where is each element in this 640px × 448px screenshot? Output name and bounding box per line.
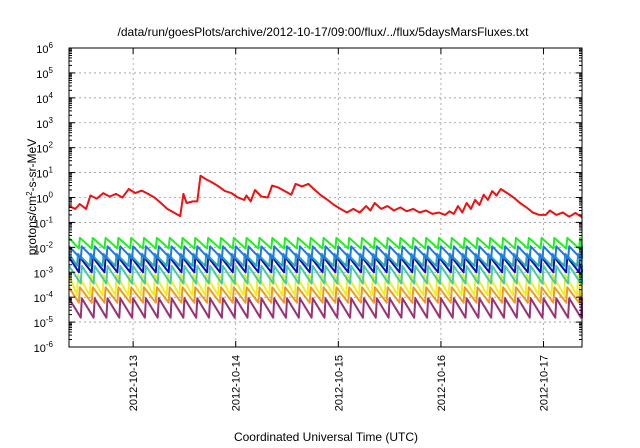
x-tick-label: 2012-10-15 xyxy=(333,355,345,411)
x-tick-label: 2012-10-14 xyxy=(231,355,243,411)
series-line xyxy=(68,264,583,285)
y-tick-label: 102 xyxy=(36,141,53,156)
series-line xyxy=(68,297,583,319)
data-series xyxy=(68,174,583,319)
x-tick-label: 2012-10-16 xyxy=(436,355,448,411)
y-tick-label: 103 xyxy=(36,116,53,131)
y-tick-label: 100 xyxy=(36,191,53,206)
x-tick-label: 2012-10-13 xyxy=(128,355,140,411)
series-line xyxy=(68,286,583,304)
series-line xyxy=(68,256,583,274)
x-axis-label: Coordinated Universal Time (UTC) xyxy=(234,430,418,444)
series-line xyxy=(68,245,583,260)
x-tick-label: 2012-10-17 xyxy=(539,355,551,411)
y-tick-label: 10-1 xyxy=(34,215,54,230)
y-tick-label: 10-5 xyxy=(34,315,54,330)
y-tick-label: 104 xyxy=(36,91,53,106)
axes: 10-6 10-5 10-4 10-3 10-2 10-1 100 101 102 103 104 1… xyxy=(34,41,582,411)
y-tick-label: 105 xyxy=(36,66,53,81)
y-tick-label: 106 xyxy=(36,41,53,56)
chart-title: /data/run/goesPlots/archive/2012-10-17/0… xyxy=(118,25,530,39)
y-tick-label: 10-4 xyxy=(34,290,54,305)
y-axis-label: protons/cm2-s-sr-MeV xyxy=(25,139,40,255)
series-line xyxy=(68,273,583,297)
y-tick-label: 10-2 xyxy=(34,240,54,255)
series-line xyxy=(68,236,583,250)
y-tick-label: 10-3 xyxy=(34,265,54,280)
y-tick-label: 101 xyxy=(36,166,53,181)
series-line xyxy=(68,252,583,267)
y-tick-label: 10-6 xyxy=(34,340,54,355)
series-line xyxy=(68,174,583,219)
